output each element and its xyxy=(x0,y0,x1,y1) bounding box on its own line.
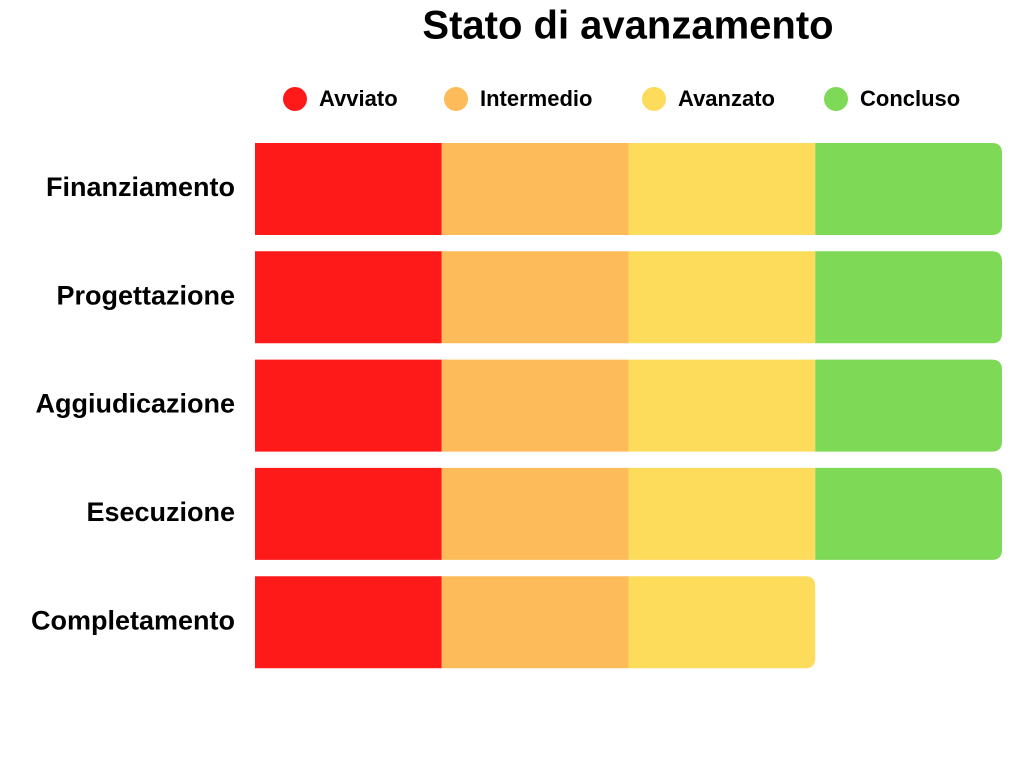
bar-segment xyxy=(628,143,816,235)
y-tick-label: Finanziamento xyxy=(46,172,235,202)
bar-segment xyxy=(255,143,442,235)
legend-label: Intermedio xyxy=(480,86,592,111)
bar-segment xyxy=(441,359,629,452)
bar-segment xyxy=(441,143,629,235)
y-tick-label: Completamento xyxy=(31,605,235,635)
bar-segment xyxy=(255,359,442,452)
bar-segment xyxy=(441,576,629,669)
bar-segment xyxy=(815,467,1002,560)
legend-marker xyxy=(444,87,468,111)
legend-label: Avanzato xyxy=(678,86,775,111)
y-tick-label: Esecuzione xyxy=(86,497,235,527)
legend-marker xyxy=(283,87,307,111)
bar-segment xyxy=(815,143,1002,235)
legend-label: Avviato xyxy=(319,86,398,111)
legend-label: Concluso xyxy=(860,86,960,111)
bar-segment xyxy=(628,467,816,560)
bar-segment xyxy=(815,359,1002,452)
y-tick-label: Aggiudicazione xyxy=(35,389,235,419)
bar-segment xyxy=(628,576,816,669)
legend-marker xyxy=(642,87,666,111)
bar-segment xyxy=(441,467,629,560)
legend-marker xyxy=(824,87,848,111)
bar-segment xyxy=(255,251,442,344)
y-tick-label: Progettazione xyxy=(56,280,235,310)
bar-segment xyxy=(255,467,442,560)
bar-segment xyxy=(441,251,629,344)
bar-segment xyxy=(628,359,816,452)
chart-title: Stato di avanzamento xyxy=(422,4,833,48)
bar-segment xyxy=(815,251,1002,344)
bar-segment xyxy=(255,576,442,669)
bar-segment xyxy=(628,251,816,344)
